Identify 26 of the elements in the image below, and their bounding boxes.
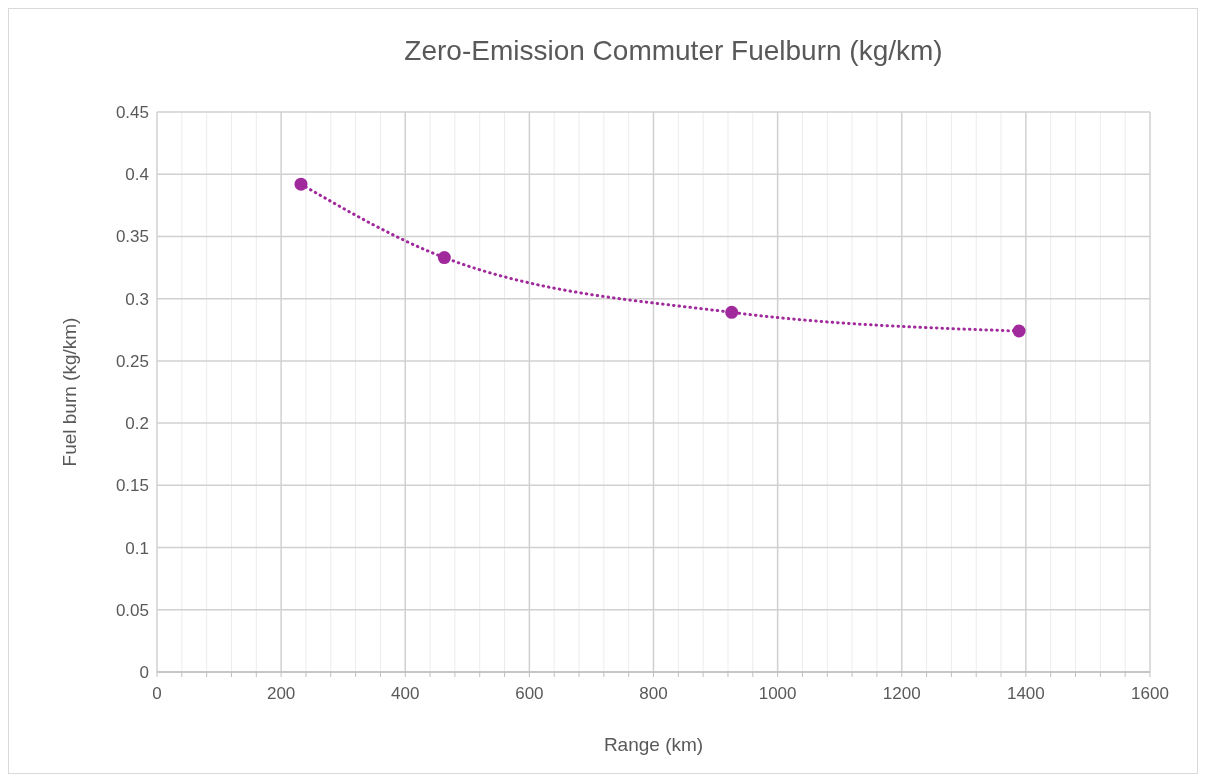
y-tick-label: 0.35: [115, 227, 149, 247]
y-tick-label: 0: [139, 662, 149, 682]
point: [437, 251, 451, 265]
y-tick-label: 0.4: [125, 165, 149, 185]
x-tick-label: 200: [266, 684, 296, 703]
point: [294, 177, 308, 191]
x-tick-label: 0: [152, 684, 162, 703]
y-tick-label: 0.25: [115, 351, 149, 371]
y-tick-label: 0.45: [115, 102, 149, 122]
y-axis-title: Fuel burn (kg/km): [59, 317, 80, 467]
x-axis-title: Range (km): [603, 734, 704, 755]
x-tick-label: 1200: [882, 684, 921, 703]
point: [725, 305, 739, 319]
y-tick-label: 0.15: [115, 476, 149, 496]
y-tick-label: 0.1: [125, 538, 149, 558]
x-tick-label: 1000: [758, 684, 797, 703]
y-tick-label: 0.3: [125, 289, 149, 309]
y-tick-label: 0.05: [115, 600, 149, 620]
chart-title: Zero-Emission Commuter Fuelburn (kg/km): [404, 35, 943, 66]
x-tick-label: 400: [391, 684, 420, 703]
x-tick-label: 1600: [1131, 684, 1169, 703]
point: [1012, 324, 1026, 338]
y-tick-label: 0.2: [125, 414, 149, 434]
x-tick-label: 600: [515, 684, 544, 703]
x-tick-label: 1400: [1006, 684, 1045, 703]
x-tick-label: 800: [639, 684, 668, 703]
